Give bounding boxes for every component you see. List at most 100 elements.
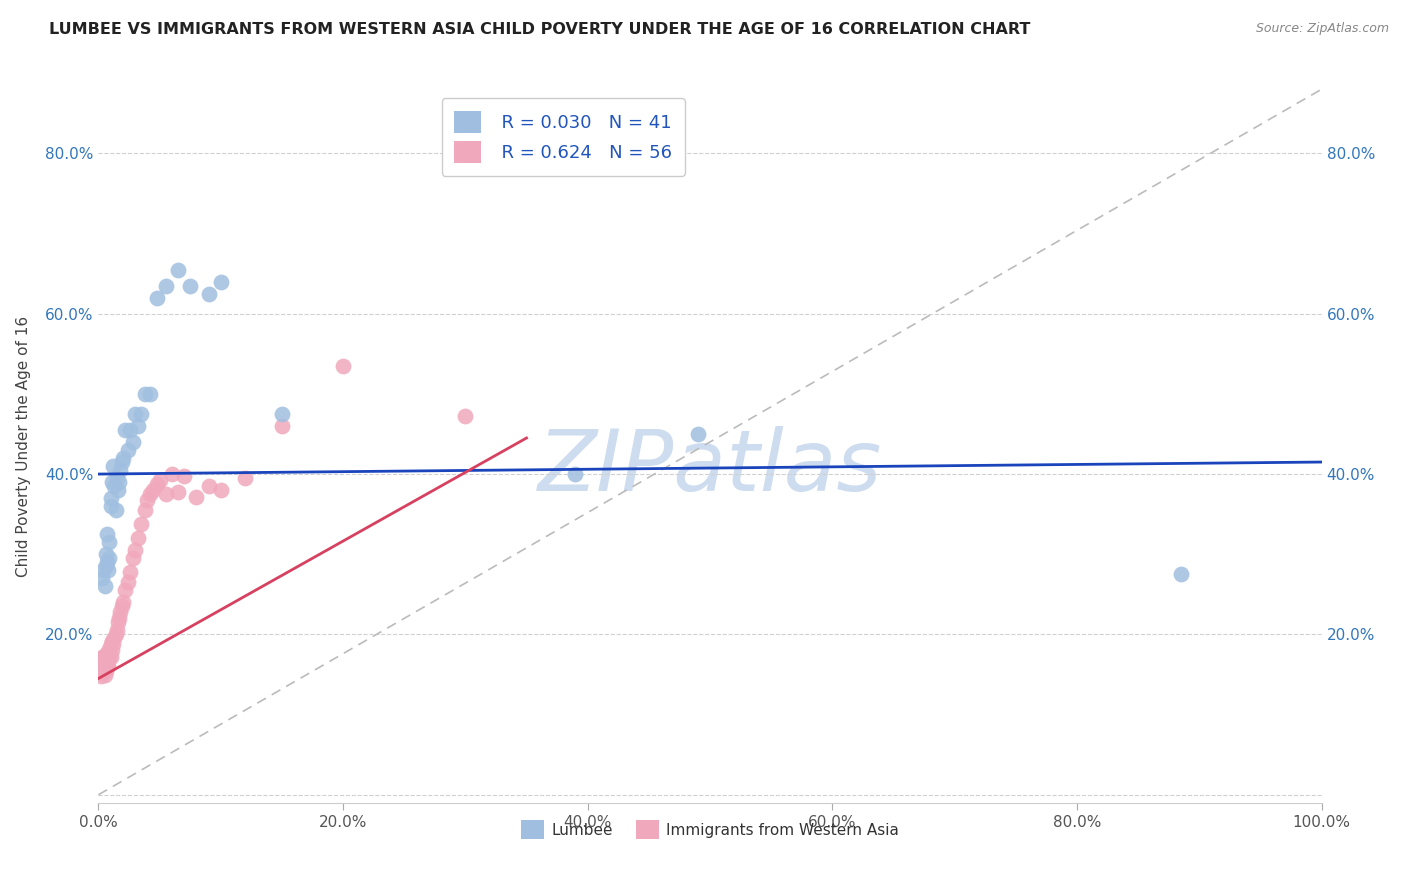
Point [108,611,131,625]
Point [127,531,149,545]
Text: Source: ZipAtlas.com: Source: ZipAtlas.com [1256,22,1389,36]
Point [454,409,477,424]
Point [98,651,121,665]
Point [270,407,294,421]
Point [103,632,125,646]
Point [129,516,152,531]
Point [91,563,114,577]
Point [91,664,114,678]
Point [111,599,134,614]
Point [686,427,709,442]
Point [332,359,354,373]
Point [173,468,195,483]
Point [93,656,115,670]
Point [127,419,149,434]
Point [197,479,219,493]
Point [139,487,162,501]
Point [98,535,121,549]
Point [105,471,128,485]
Point [96,527,118,541]
Point [146,476,169,491]
Point [111,450,134,465]
Point [179,278,201,293]
Point [103,479,125,493]
Point [564,467,586,481]
Point [96,555,118,569]
Point [117,442,139,457]
Point [100,637,122,651]
Point [91,653,114,667]
Point [149,474,172,488]
Point [111,595,134,609]
Point [101,643,124,657]
Point [94,653,117,667]
Point [105,624,128,638]
Point [100,499,122,513]
Point [209,275,232,289]
Point [100,649,122,664]
Point [136,492,159,507]
Point [167,484,190,499]
Point [167,262,190,277]
Point [97,648,120,662]
Point [90,657,112,672]
Point [91,661,114,675]
Point [111,455,134,469]
Point [101,475,124,489]
Point [1170,567,1192,582]
Point [91,571,114,585]
Point [146,291,169,305]
Point [89,651,111,665]
Point [91,649,114,664]
Point [134,503,156,517]
Point [134,387,156,401]
Point [97,659,120,673]
Point [270,419,294,434]
Point [104,503,127,517]
Point [104,627,127,641]
Point [155,487,177,501]
Point [124,407,146,421]
Point [101,637,124,651]
Point [197,286,219,301]
Text: ZIPatlas: ZIPatlas [538,425,882,509]
Point [110,605,132,619]
Point [94,559,117,574]
Point [110,463,132,477]
Text: LUMBEE VS IMMIGRANTS FROM WESTERN ASIA CHILD POVERTY UNDER THE AGE OF 16 CORRELA: LUMBEE VS IMMIGRANTS FROM WESTERN ASIA C… [49,22,1031,37]
Point [98,641,121,656]
Legend: Lumbee, Immigrants from Western Asia: Lumbee, Immigrants from Western Asia [515,814,905,845]
Point [96,649,118,664]
Point [98,551,121,566]
Point [121,551,143,566]
Point [100,491,122,505]
Point [120,565,142,579]
Point [94,547,117,561]
Point [114,583,136,598]
Point [117,575,139,590]
Y-axis label: Child Poverty Under the Age of 16: Child Poverty Under the Age of 16 [17,316,31,576]
Point [129,407,152,421]
Point [89,664,111,678]
Point [108,475,131,489]
Point [120,423,142,437]
Point [107,615,129,630]
Point [233,471,256,485]
Point [107,483,129,497]
Point [97,563,120,577]
Point [124,543,146,558]
Point [96,657,118,672]
Point [121,435,143,450]
Point [93,579,115,593]
Point [186,490,208,504]
Point [142,483,165,497]
Point [114,423,136,437]
Point [155,278,177,293]
Point [101,458,124,473]
Point [139,387,162,401]
Point [101,633,124,648]
Point [160,467,183,481]
Point [209,483,232,497]
Point [90,669,112,683]
Point [94,648,117,662]
